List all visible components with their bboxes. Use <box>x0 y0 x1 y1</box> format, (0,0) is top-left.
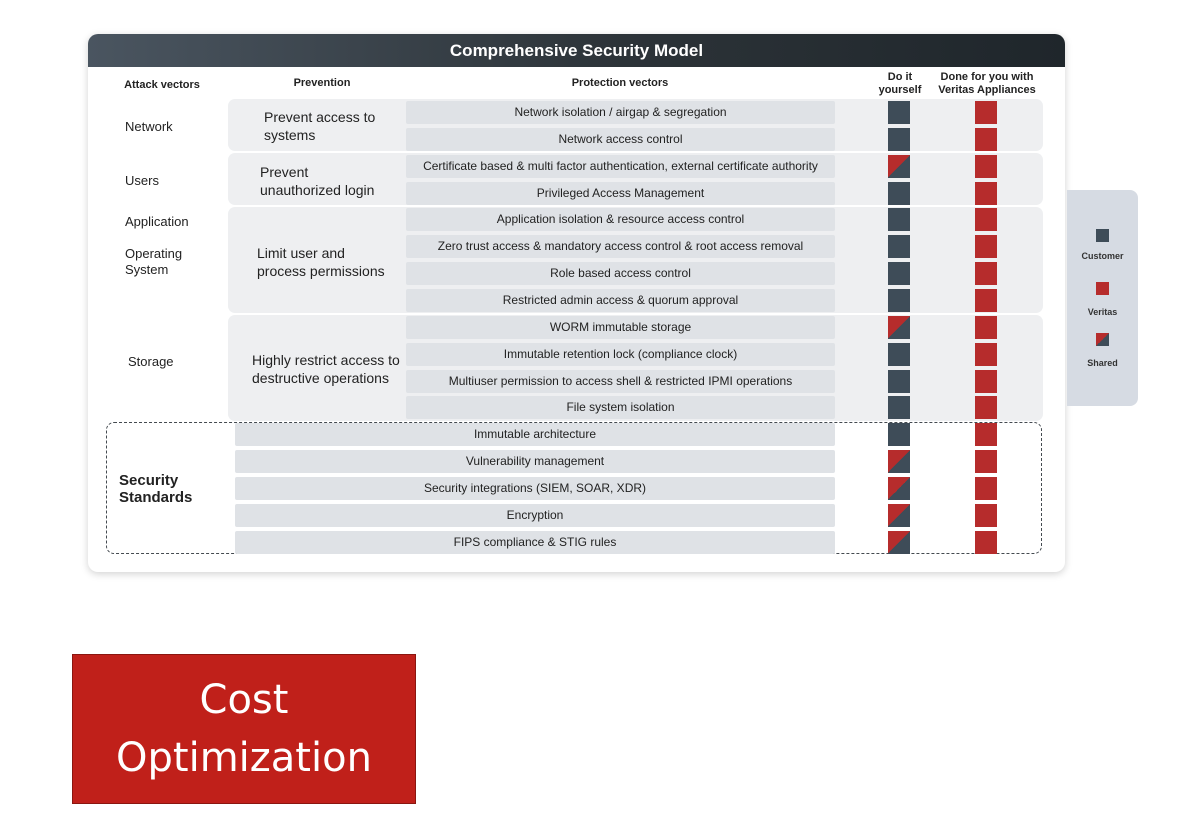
diy-shared-marker <box>888 531 910 554</box>
header-veritas-line1: Done for you with <box>940 71 1034 83</box>
veritas-veritas-marker <box>975 235 997 258</box>
diy-customer-marker <box>888 235 910 258</box>
protection-vector-row: Network isolation / airgap & segregation <box>406 101 835 124</box>
protection-vector-row: Certificate based & multi factor authent… <box>406 155 835 178</box>
veritas-veritas-marker <box>975 155 997 178</box>
diy-shared-marker <box>888 316 910 339</box>
legend-shared-label: Shared <box>1087 358 1118 368</box>
header-protection-vectors: Protection vectors <box>571 77 669 89</box>
protection-vector-row: Zero trust access & mandatory access con… <box>406 235 835 258</box>
protection-vector-row: Encryption <box>235 504 835 527</box>
veritas-veritas-marker <box>975 396 997 419</box>
diy-shared-marker <box>888 504 910 527</box>
prevention-access-systems: Prevent access to systems <box>264 108 375 144</box>
diy-customer-marker <box>888 370 910 393</box>
protection-vector-row: WORM immutable storage <box>406 316 835 339</box>
protection-vector-row: Network access control <box>406 128 835 151</box>
veritas-veritas-marker <box>975 370 997 393</box>
diy-customer-marker <box>888 208 910 231</box>
legend-veritas-label: Veritas <box>1087 307 1118 317</box>
attack-vector-operating-system: Operating System <box>125 246 182 278</box>
veritas-veritas-marker <box>975 316 997 339</box>
header-veritas-appliances: Done for you with Veritas Appliances <box>928 71 1046 97</box>
protection-vector-row: Multiuser permission to access shell & r… <box>406 370 835 393</box>
prevention-4-line2: destructive operations <box>252 370 389 386</box>
attack-vector-storage: Storage <box>128 354 174 369</box>
veritas-veritas-marker <box>975 423 997 446</box>
veritas-veritas-marker <box>975 289 997 312</box>
diy-customer-marker <box>888 262 910 285</box>
veritas-veritas-marker <box>975 208 997 231</box>
diy-customer-marker <box>888 343 910 366</box>
header-diy-line1: Do it <box>887 71 913 83</box>
veritas-veritas-marker <box>975 504 997 527</box>
prevention-3-line1: Limit user and <box>257 245 345 261</box>
prevention-4-line1: Highly restrict access to <box>252 352 400 368</box>
legend-panel <box>1067 190 1138 406</box>
cost-line2: Optimization <box>116 735 372 781</box>
diy-shared-marker <box>888 477 910 500</box>
prevention-3-line2: process permissions <box>257 263 385 279</box>
protection-vector-row: Security integrations (SIEM, SOAR, XDR) <box>235 477 835 500</box>
legend-veritas-swatch <box>1096 282 1109 295</box>
protection-vector-row: Privileged Access Management <box>406 182 835 205</box>
protection-vector-row: File system isolation <box>406 396 835 419</box>
diy-customer-marker <box>888 101 910 124</box>
protection-vector-row: Immutable retention lock (compliance clo… <box>406 343 835 366</box>
diy-shared-marker <box>888 450 910 473</box>
cost-optimization-box: Cost Optimization <box>72 654 416 804</box>
veritas-veritas-marker <box>975 128 997 151</box>
diagram-title: Comprehensive Security Model <box>88 34 1065 67</box>
legend-shared-swatch <box>1096 333 1109 346</box>
diy-customer-marker <box>888 182 910 205</box>
attack-vector-security-standards: Security Standards <box>119 472 192 506</box>
os-line2: System <box>125 262 169 277</box>
prevention-1-line2: systems <box>264 127 316 143</box>
attack-vector-application: Application <box>125 214 189 229</box>
header-do-it-yourself: Do it yourself <box>866 71 934 97</box>
protection-vector-row: Application isolation & resource access … <box>406 208 835 231</box>
veritas-veritas-marker <box>975 101 997 124</box>
diy-customer-marker <box>888 396 910 419</box>
security-line2: Standards <box>119 489 193 506</box>
legend-customer-swatch <box>1096 229 1109 242</box>
protection-vector-row: Role based access control <box>406 262 835 285</box>
veritas-veritas-marker <box>975 343 997 366</box>
header-prevention: Prevention <box>293 77 351 89</box>
header-veritas-line2: Veritas Appliances <box>938 84 1036 96</box>
header-attack-vectors: Attack vectors <box>124 79 200 91</box>
diy-customer-marker <box>888 289 910 312</box>
header-diy-line2: yourself <box>878 84 922 96</box>
prevention-2-line1: Prevent <box>260 164 309 180</box>
prevention-1-line1: Prevent access to <box>264 109 376 125</box>
os-line1: Operating <box>125 246 183 261</box>
prevention-2-line2: unauthorized login <box>260 182 375 198</box>
veritas-veritas-marker <box>975 531 997 554</box>
diy-shared-marker <box>888 155 910 178</box>
diy-customer-marker <box>888 423 910 446</box>
prevention-unauthorized-login: Prevent unauthorized login <box>260 163 374 199</box>
protection-vector-row: Restricted admin access & quorum approva… <box>406 289 835 312</box>
veritas-veritas-marker <box>975 262 997 285</box>
diy-customer-marker <box>888 128 910 151</box>
security-line1: Security <box>119 472 179 489</box>
protection-vector-row: Immutable architecture <box>235 423 835 446</box>
protection-vector-row: FIPS compliance & STIG rules <box>235 531 835 554</box>
veritas-veritas-marker <box>975 182 997 205</box>
prevention-limit-permissions: Limit user and process permissions <box>257 244 385 280</box>
protection-vector-row: Vulnerability management <box>235 450 835 473</box>
veritas-veritas-marker <box>975 450 997 473</box>
legend-customer-label: Customer <box>1081 251 1124 261</box>
attack-vector-users: Users <box>125 173 159 188</box>
veritas-veritas-marker <box>975 477 997 500</box>
prevention-destructive-operations: Highly restrict access to destructive op… <box>252 351 400 387</box>
attack-vector-network: Network <box>125 119 173 134</box>
cost-line1: Cost <box>199 677 289 723</box>
